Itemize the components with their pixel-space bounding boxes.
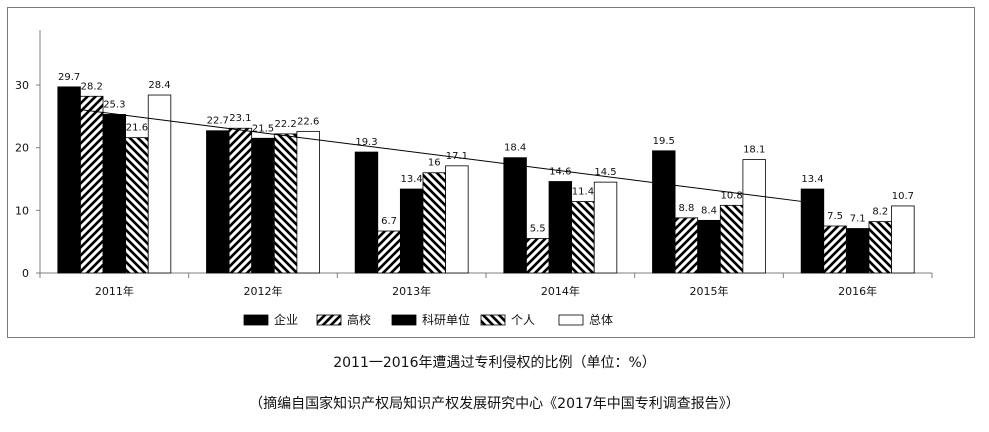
bar [273,133,298,274]
bar [674,217,699,274]
legend-label: 科研单位 [422,312,470,327]
data-label: 16 [428,158,441,169]
bar [125,137,149,274]
x-tick-label: 2013年 [392,284,431,298]
data-label: 18.4 [504,143,526,154]
data-label: 21.6 [126,123,148,134]
bar [526,238,550,274]
legend-label: 高校 [347,312,371,327]
legend-swatch [243,314,269,326]
y-tick-label: 30 [15,79,29,92]
x-tick-label: 2016年 [838,284,877,298]
x-tick-label: 2015年 [690,284,729,298]
bar [399,188,424,274]
legend-swatch [316,314,342,326]
data-label: 21.5 [252,123,274,134]
y-tick-label: 10 [15,204,29,217]
data-label: 19.5 [653,136,675,147]
bar [845,228,870,274]
bar [823,225,847,274]
data-label: 28.4 [148,80,170,91]
bar [80,95,104,274]
bar [719,204,744,274]
bar [57,86,81,274]
bar [377,230,401,274]
data-label: 28.2 [81,81,103,92]
data-label: 22.6 [297,116,319,127]
bar [228,127,253,274]
data-label: 14.6 [549,167,571,178]
data-label: 10.7 [892,191,914,202]
data-label: 29.7 [58,72,80,83]
bar [548,181,573,274]
data-label: 22.2 [274,119,296,130]
data-label: 13.4 [401,174,423,185]
bar [147,94,172,274]
chart-title: 2011一2016年遭遇过专利侵权的比例（单位：%） [333,355,656,371]
data-label: 7.1 [850,214,866,225]
data-label: 8.4 [701,205,717,216]
data-label: 25.3 [103,99,125,110]
data-label: 8.8 [678,203,694,214]
data-label: 6.7 [381,216,397,227]
bar [296,130,320,274]
bar [354,151,379,274]
data-label: 13.4 [801,174,823,185]
legend-label: 总体 [589,313,613,327]
data-label: 10.8 [720,190,742,201]
data-label: 19.3 [355,137,377,148]
bar [593,181,618,274]
legend-swatch [391,314,417,326]
y-tick-label: 20 [15,142,29,155]
bar [571,201,595,274]
x-tick-label: 2014年 [541,284,580,298]
bar-chart: 0 10 20 30 29.728.225.3 21.6 28.4 2011年 22.7 23.1… [15,30,933,327]
data-label: 8.2 [872,207,888,218]
data-label: 7.5 [827,211,843,222]
bar [422,172,446,274]
data-label: 22.7 [207,116,229,127]
data-label: 11.4 [572,187,594,198]
chart-source: （摘编自国家知识产权局知识产权发展研究中心《2017年中国专利调查报告》） [249,396,740,412]
bar [868,221,892,274]
bar [102,114,127,274]
bar [652,150,676,274]
data-label: 17.1 [446,151,468,162]
bar [891,205,915,274]
legend-swatch [480,314,506,326]
data-label: 18.1 [743,145,765,156]
x-tick-label: 2011年 [95,284,134,298]
data-label: 5.5 [530,224,546,235]
bar [206,130,230,274]
bar [445,165,469,274]
trendline [69,107,813,204]
legend-label: 个人 [511,313,535,327]
x-tick-label: 2012年 [244,284,283,298]
legend-swatch [558,314,584,326]
legend-label: 企业 [274,312,298,327]
bar [503,157,527,274]
data-label: 14.5 [594,167,616,178]
bar [251,137,275,274]
bar [742,159,766,274]
y-tick-label: 0 [22,267,29,280]
data-label: 23.1 [229,113,251,124]
bar [697,219,721,274]
